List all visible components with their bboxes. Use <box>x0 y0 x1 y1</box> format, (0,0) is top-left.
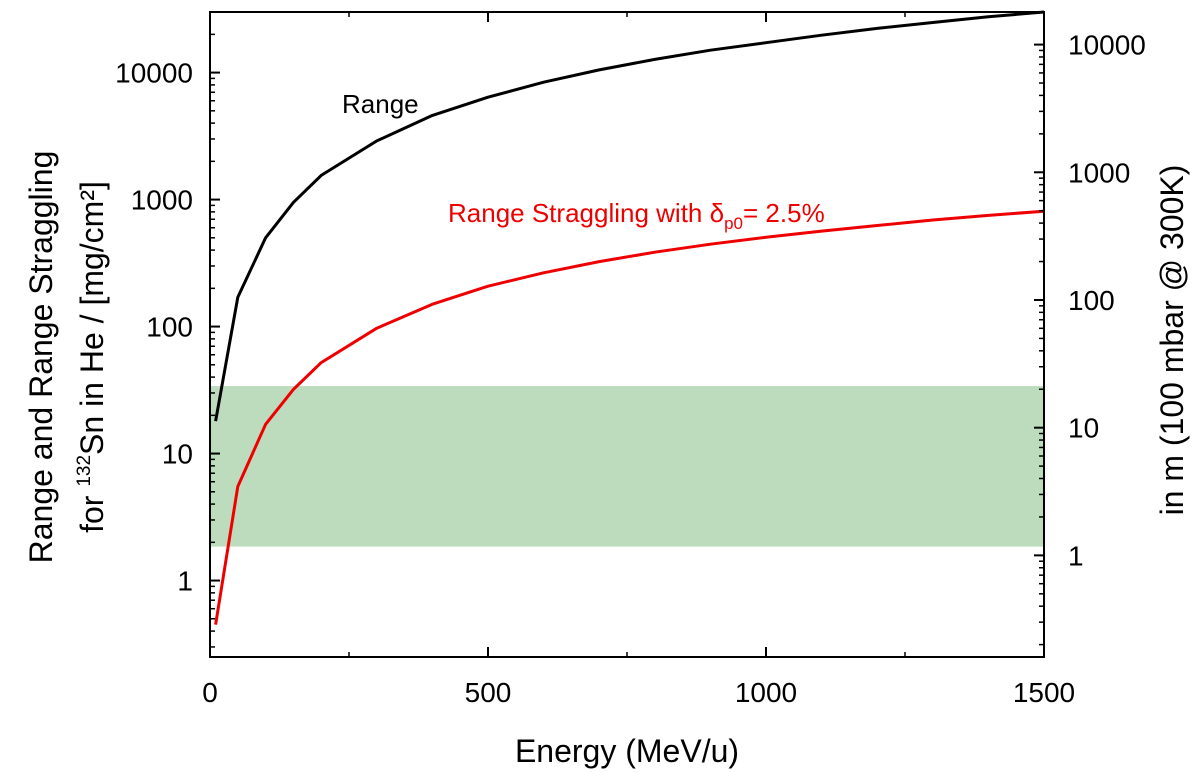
y2-tick-label: 10000 <box>1068 30 1146 61</box>
shaded-band <box>211 386 1043 547</box>
plot-frame <box>209 11 1045 658</box>
x-tick-label: 500 <box>465 677 512 708</box>
y-axis-title-line1: Range and Range Straggling <box>23 151 59 564</box>
y2-axis-title: in m (100 mbar @ 300K) <box>1154 165 1190 516</box>
y2-tick-label: 1 <box>1068 540 1084 571</box>
series-line-1 <box>214 209 1045 625</box>
x-tick-label: 1500 <box>1013 677 1075 708</box>
y-axis-title-suffix: Sn in He / [mg/cm²] <box>74 181 110 455</box>
straggling-annotation: Range Straggling with δp0= 2.5% <box>448 198 825 233</box>
y-axis-title-line2: for 132Sn in He / [mg/cm²] <box>74 181 110 533</box>
y-axis-title-prefix: for <box>74 487 110 533</box>
x-tick-label: 1000 <box>735 677 797 708</box>
y-tick-label: 10000 <box>115 58 193 89</box>
tick-layer: 0 500 1000 1500 1 10 100 1000 10000 1 10 100 1000 100… <box>115 11 1146 708</box>
y-tick-label: 100 <box>146 312 193 343</box>
y2-tick-label: 10 <box>1068 413 1099 444</box>
y-tick-label: 1000 <box>131 185 193 216</box>
y-axis-title-sup: 132 <box>74 455 95 487</box>
x-axis-title: Energy (MeV/u) <box>515 733 739 769</box>
straggling-annotation-main: Range Straggling with <box>448 198 710 228</box>
y-tick-label: 1 <box>177 566 193 597</box>
range-annotation: Range <box>342 89 419 119</box>
straggling-annotation-sub: p0 <box>724 214 743 233</box>
straggling-annotation-tail: = 2.5% <box>743 198 825 228</box>
series-line-0 <box>214 10 1045 422</box>
series-layer <box>214 10 1045 625</box>
y2-tick-label: 100 <box>1068 285 1115 316</box>
x-tick-label: 0 <box>202 677 218 708</box>
y2-tick-label: 1000 <box>1068 157 1130 188</box>
straggling-annotation-delta: δ <box>710 198 724 228</box>
y-tick-label: 10 <box>162 439 193 470</box>
